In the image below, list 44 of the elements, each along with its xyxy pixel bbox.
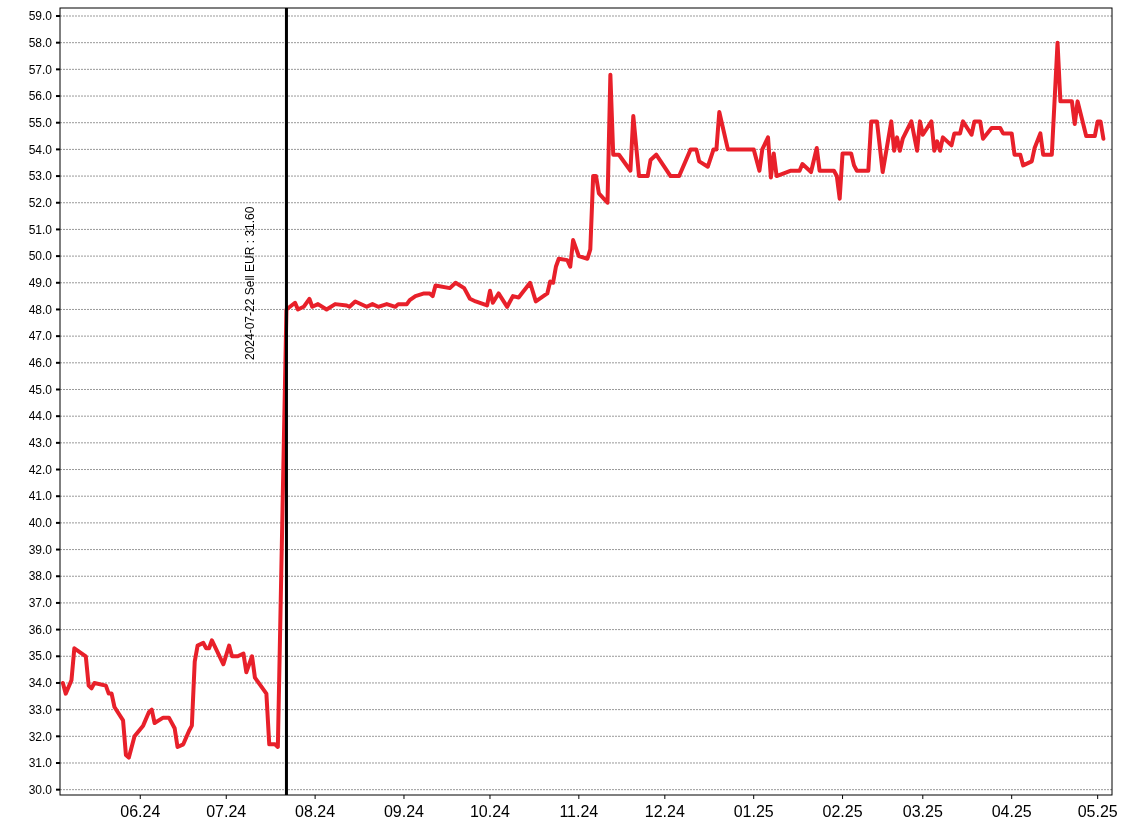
y-tick-label: 46.0: [28, 356, 53, 371]
y-tick-label: 34.0: [28, 676, 53, 691]
x-tick-label: 09.24: [383, 803, 425, 820]
y-tick-label: 58.0: [28, 35, 53, 50]
y-tick-label: 39.0: [28, 542, 53, 557]
y-tick-label: 54.0: [28, 142, 53, 157]
line-series: [60, 40, 1106, 760]
y-tick-label: 48.0: [28, 302, 53, 317]
y-tick-label: 47.0: [28, 329, 53, 344]
y-tick-label: 37.0: [28, 596, 53, 611]
y-tick-label: 33.0: [28, 702, 53, 717]
y-tick-label: 32.0: [28, 729, 53, 744]
y-tick-label: 53.0: [28, 169, 53, 184]
y-tick-label: 49.0: [28, 275, 53, 290]
x-tick-label: 06.24: [120, 803, 161, 820]
x-tick-label: 08.24: [295, 803, 336, 820]
x-tick-label: 10.24: [469, 803, 511, 820]
x-tick-label: 11.24: [559, 803, 599, 820]
y-tick-label: 45.0: [28, 382, 53, 397]
x-tick-label: 01.25: [733, 803, 774, 820]
y-tick-label: 57.0: [28, 62, 53, 77]
x-tick-label: 04.25: [991, 803, 1032, 820]
y-tick-label: 56.0: [28, 89, 53, 104]
y-tick-label: 30.0: [28, 782, 53, 797]
y-tick-label: 59.0: [28, 9, 53, 24]
y-tick-label: 41.0: [28, 489, 53, 504]
x-tick-label: 05.25: [1077, 803, 1118, 820]
y-tick-label: 36.0: [28, 622, 53, 637]
y-tick-label: 50.0: [28, 249, 53, 264]
x-tick-label: 02.25: [822, 803, 863, 820]
x-tick-label: 03.25: [902, 803, 943, 820]
y-tick-label: 51.0: [28, 222, 53, 237]
y-tick-label: 35.0: [28, 649, 53, 664]
y-tick-label: 31.0: [28, 756, 53, 771]
y-tick-label: 55.0: [28, 115, 53, 130]
y-tick-label: 42.0: [28, 462, 53, 477]
x-tick-label: 07.24: [206, 803, 247, 820]
x-tick-label: 12.24: [644, 803, 685, 820]
y-tick-label: 52.0: [28, 195, 53, 210]
y-tick-label: 40.0: [28, 516, 53, 531]
y-tick-label: 43.0: [28, 436, 53, 451]
ref-line-label: 2024-07-22 Sell EUR : 31.60: [243, 206, 258, 360]
y-tick-label: 44.0: [28, 409, 53, 424]
y-tick-label: 38.0: [28, 569, 53, 584]
